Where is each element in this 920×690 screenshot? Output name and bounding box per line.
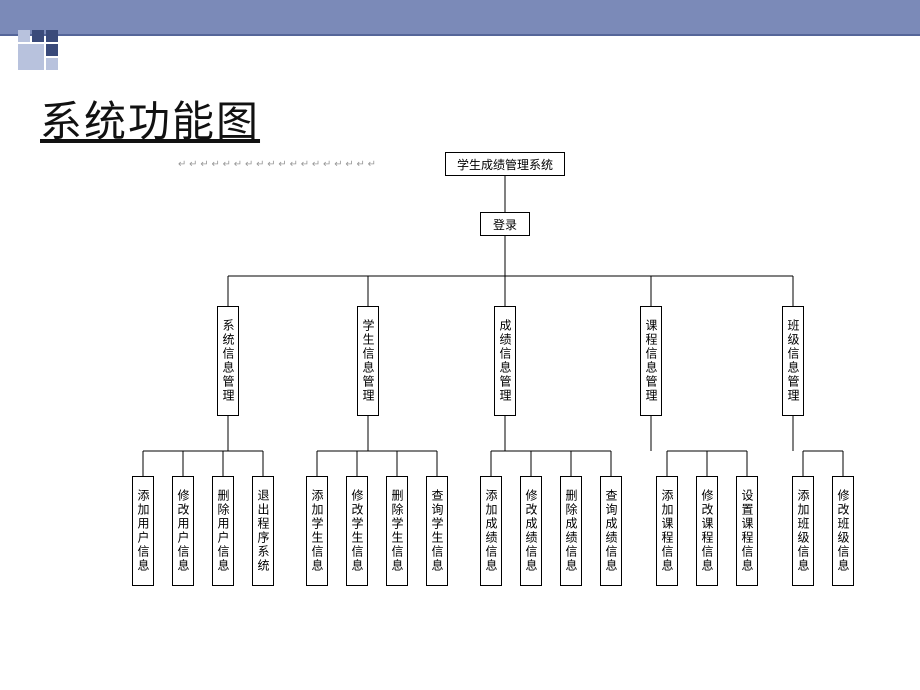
node-leaf-3-0: 添加课程信息	[656, 476, 678, 586]
node-leaf-3-1: 修改课程信息	[696, 476, 718, 586]
node-group-0: 系统信息管理	[217, 306, 239, 416]
node-leaf-1-3: 查询学生信息	[426, 476, 448, 586]
node-leaf-2-3: 查询成绩信息	[600, 476, 622, 586]
node-leaf-1-2: 删除学生信息	[386, 476, 408, 586]
node-leaf-2-2: 删除成绩信息	[560, 476, 582, 586]
node-leaf-1-0: 添加学生信息	[306, 476, 328, 586]
node-leaf-0-2: 删除用户信息	[212, 476, 234, 586]
node-group-3: 课程信息管理	[640, 306, 662, 416]
node-root: 学生成绩管理系统	[445, 152, 565, 176]
node-leaf-2-1: 修改成绩信息	[520, 476, 542, 586]
node-leaf-0-1: 修改用户信息	[172, 476, 194, 586]
org-chart: 学生成绩管理系统登录系统信息管理添加用户信息修改用户信息删除用户信息退出程序系统…	[110, 146, 890, 666]
node-leaf-4-0: 添加班级信息	[792, 476, 814, 586]
node-group-4: 班级信息管理	[782, 306, 804, 416]
node-leaf-3-2: 设置课程信息	[736, 476, 758, 586]
paragraph-marks: ↵ ↵ ↵ ↵ ↵ ↵ ↵ ↵ ↵ ↵ ↵ ↵ ↵ ↵ ↵ ↵ ↵ ↵	[178, 156, 376, 174]
page-title: 系统功能图	[40, 88, 260, 149]
node-leaf-1-1: 修改学生信息	[346, 476, 368, 586]
node-leaf-2-0: 添加成绩信息	[480, 476, 502, 586]
node-leaf-0-3: 退出程序系统	[252, 476, 274, 586]
node-group-1: 学生信息管理	[357, 306, 379, 416]
node-leaf-0-0: 添加用户信息	[132, 476, 154, 586]
node-login: 登录	[480, 212, 530, 236]
node-leaf-4-1: 修改班级信息	[832, 476, 854, 586]
node-group-2: 成绩信息管理	[494, 306, 516, 416]
header-bar	[0, 0, 920, 36]
